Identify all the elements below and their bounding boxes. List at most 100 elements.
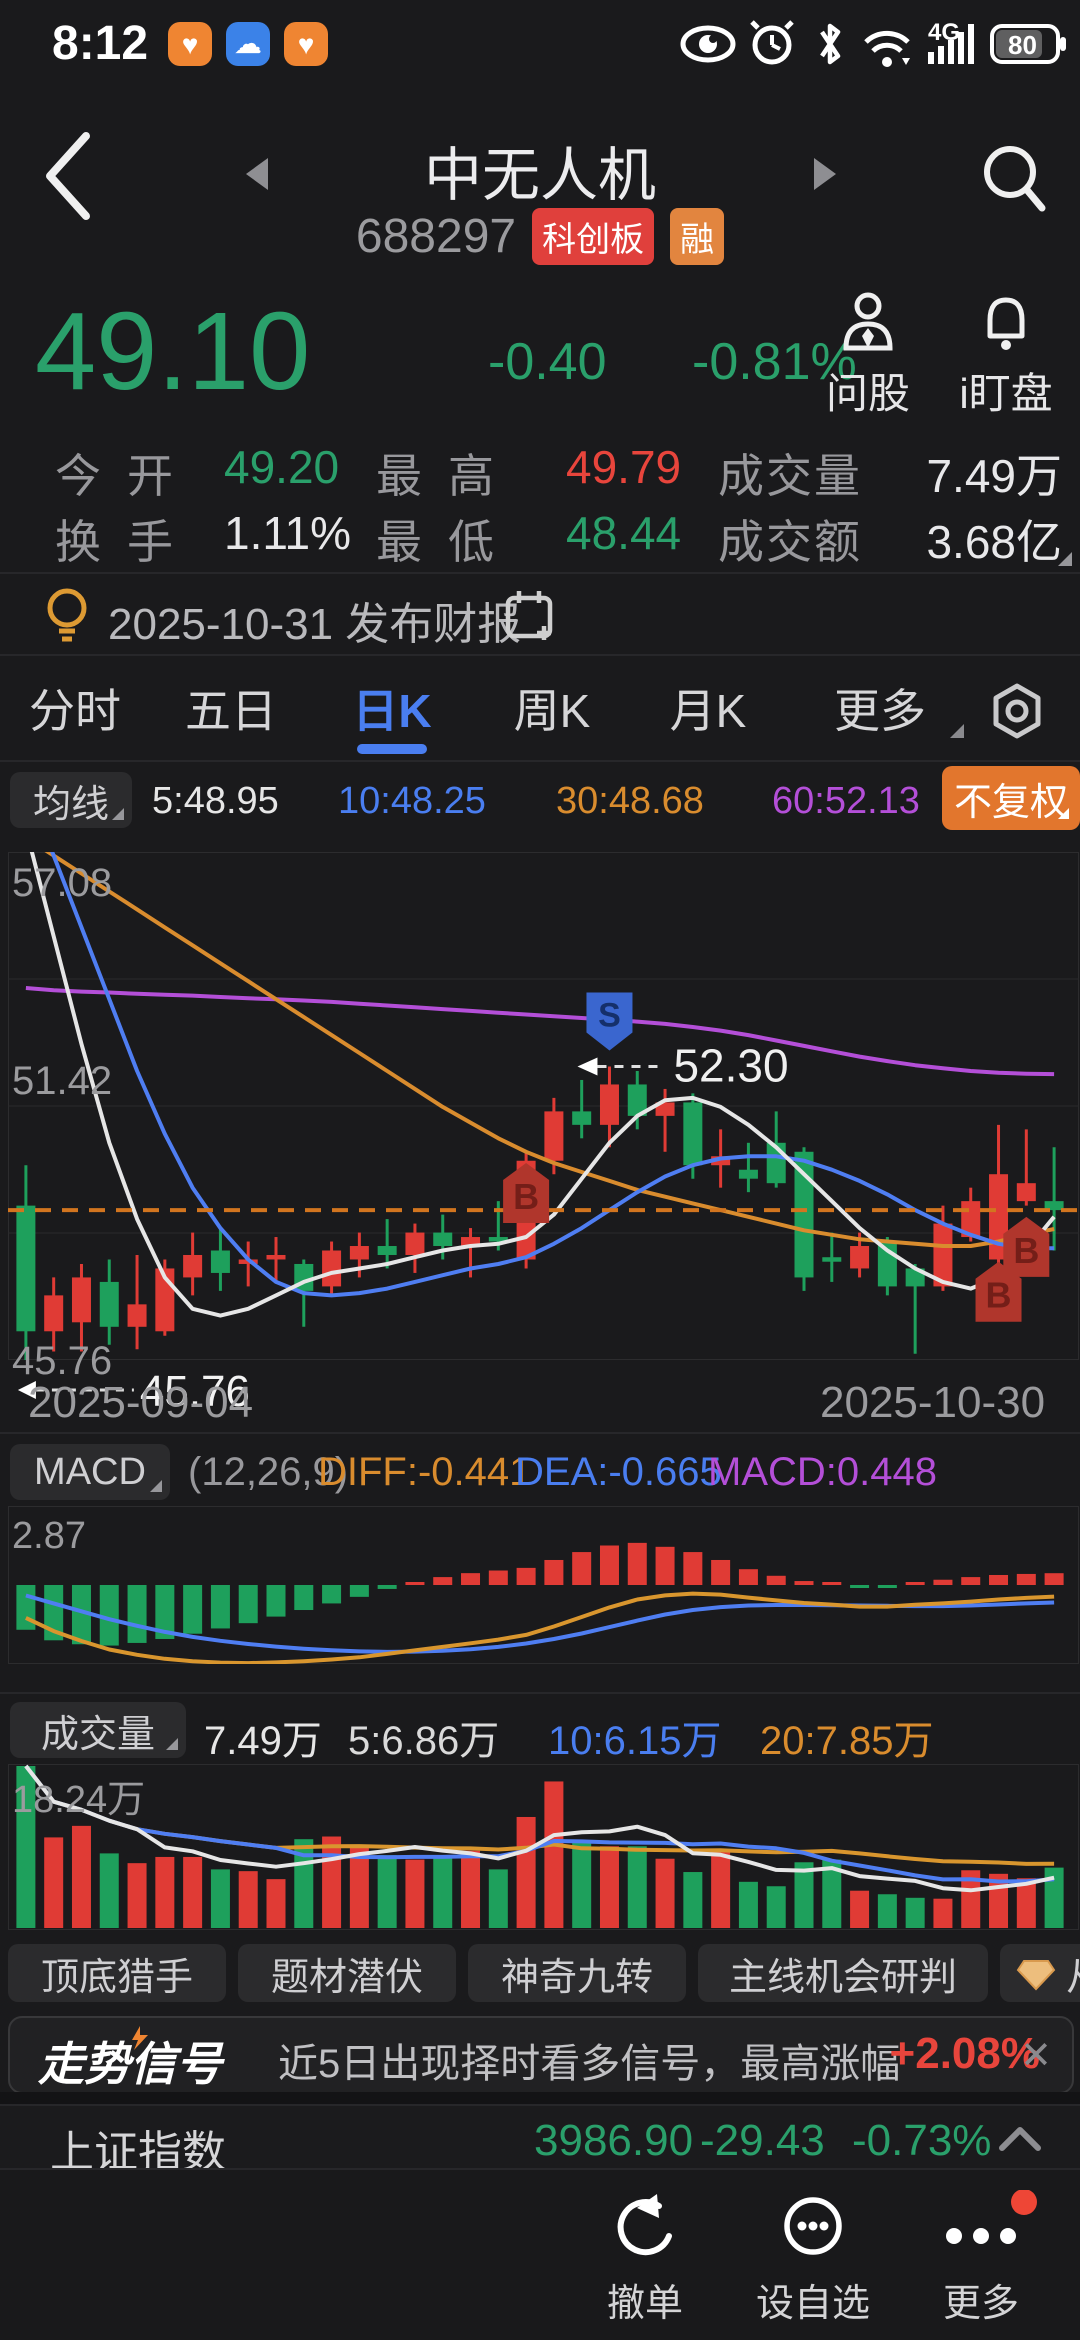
index-bar[interactable]: 上证指数 3986.90 -29.43 -0.73% bbox=[0, 2106, 1080, 2177]
next-stock-arrow-icon[interactable] bbox=[812, 156, 838, 192]
margin-badge: 融 bbox=[670, 207, 725, 265]
svg-text:18.24万: 18.24万 bbox=[12, 1779, 145, 1821]
trend-signal-bar[interactable]: 走势信号 近5日出现择时看多信号，最高涨幅 +2.08% ✕ bbox=[8, 2016, 1074, 2094]
add-watchlist-button[interactable] bbox=[748, 2190, 878, 2330]
stat-value: 49.79 bbox=[566, 441, 682, 493]
battery-icon: 80 bbox=[990, 24, 1066, 64]
index-change-pct: -0.73% bbox=[852, 2116, 992, 2165]
macd-value: MACD:0.448 bbox=[708, 1450, 937, 1494]
cancel-order-label: 撤单 bbox=[606, 2283, 683, 2325]
signal-text: 近5日出现择时看多信号，最高涨幅 bbox=[278, 2042, 901, 2086]
volume-settings-chip[interactable]: 成交量 bbox=[10, 1702, 186, 1758]
strategy-chip-theme-ambush[interactable]: 题材潜伏 bbox=[238, 1944, 456, 2002]
macd-chip-label: MACD bbox=[34, 1450, 146, 1493]
ellipsis-icon bbox=[946, 2189, 1037, 2244]
stat-value: 49.20 bbox=[224, 441, 340, 493]
macd-dea-value: DEA:-0.665 bbox=[515, 1450, 722, 1494]
svg-text:45.76: 45.76 bbox=[140, 1367, 250, 1416]
notice-bar[interactable]: 2025-10-31 发布财报 bbox=[0, 574, 1080, 654]
battery-level: 80 bbox=[1008, 30, 1037, 60]
svg-text:B: B bbox=[986, 1275, 1012, 1316]
volume-chip-label: 成交量 bbox=[40, 1713, 155, 1756]
adjust-mode-button[interactable]: 不复权 bbox=[942, 766, 1080, 830]
ma60-value: 60:52.13 bbox=[772, 780, 920, 822]
chip-label: 题材潜伏 bbox=[270, 1956, 423, 1999]
signal-highlight: +2.08% bbox=[889, 2029, 1040, 2078]
stat-label: 换手 bbox=[55, 516, 199, 568]
kline-settings-icon[interactable] bbox=[986, 680, 1048, 742]
notification-app-icon: ♥ bbox=[168, 22, 212, 66]
calendar-add-icon[interactable] bbox=[502, 586, 558, 642]
strategy-chip-mainline-judge[interactable]: 主线机会研判 bbox=[698, 1944, 988, 2002]
svg-text:S: S bbox=[598, 997, 621, 1035]
volume-chart[interactable]: 18.24万 bbox=[0, 1764, 1080, 1930]
weather-app-icon: ☁ bbox=[226, 22, 270, 66]
price-change-pct: -0.81% bbox=[692, 333, 857, 391]
tab-monthly-k[interactable]: 月K bbox=[669, 685, 747, 737]
notice-text: 2025-10-31 发布财报 bbox=[108, 600, 522, 649]
more-actions-button[interactable] bbox=[916, 2189, 1046, 2330]
chip-dropdown-icon bbox=[112, 808, 124, 820]
stat-value: 7.49万 bbox=[926, 450, 1062, 502]
status-icons: 4G 80 bbox=[680, 19, 1066, 67]
notification-badge bbox=[1011, 2189, 1037, 2215]
svg-text:B: B bbox=[513, 1176, 539, 1217]
strategy-chip-top-bottom-hunter[interactable]: 顶底猎手 bbox=[8, 1944, 226, 2002]
ask-stock-button[interactable]: 问股 bbox=[800, 292, 936, 422]
macd-diff-value: DIFF:-0.441 bbox=[318, 1450, 532, 1494]
ask-stock-icon bbox=[843, 292, 893, 351]
expand-stats-icon[interactable] bbox=[1058, 552, 1072, 566]
volume-ma20: 20:7.85万 bbox=[760, 1719, 934, 1763]
stock-code-row: 688297 科创板 融 bbox=[0, 207, 1080, 265]
tab-5day[interactable]: 五日 bbox=[185, 685, 277, 737]
adjust-dropdown-icon bbox=[1058, 808, 1069, 819]
search-icon[interactable] bbox=[978, 140, 1052, 220]
ma30-value: 30:48.68 bbox=[556, 780, 704, 822]
signal-brand: 走势信号 bbox=[38, 2038, 222, 2090]
signal-icon: 4G bbox=[928, 19, 974, 64]
price-change: -0.40 bbox=[488, 333, 607, 391]
ma5-value: 5:48.95 bbox=[152, 780, 279, 822]
volume-current: 7.49万 bbox=[204, 1719, 322, 1763]
ma10-value: 10:48.25 bbox=[338, 780, 486, 822]
strategy-chip-event[interactable]: 从事件 bbox=[1000, 1944, 1080, 2002]
tab-weekly-k[interactable]: 周K bbox=[513, 685, 591, 737]
chart-end-date: 2025-10-30 bbox=[820, 1378, 1046, 1427]
cancel-order-button[interactable] bbox=[590, 2190, 700, 2330]
svg-text:51.42: 51.42 bbox=[12, 1059, 112, 1103]
monitor-label: i盯盘 bbox=[959, 370, 1053, 417]
chip-dropdown-icon bbox=[166, 1738, 178, 1750]
bell-icon bbox=[987, 297, 1025, 350]
strategy-chip-magic-nine[interactable]: 神奇九转 bbox=[468, 1944, 686, 2002]
stat-label: 成交额 bbox=[718, 516, 862, 568]
stat-label: 最低 bbox=[376, 516, 520, 568]
chip-dropdown-icon bbox=[150, 1480, 162, 1492]
index-value: 3986.90 bbox=[534, 2116, 694, 2165]
bluetooth-icon bbox=[820, 23, 841, 65]
macd-chart[interactable]: 2.87 bbox=[0, 1506, 1080, 1666]
stat-label: 最高 bbox=[376, 450, 520, 502]
back-button[interactable] bbox=[34, 126, 104, 226]
prev-stock-arrow-icon[interactable] bbox=[244, 156, 270, 192]
ma-settings-chip[interactable]: 均线 bbox=[10, 772, 132, 828]
chip-label: 神奇九转 bbox=[500, 1956, 653, 1999]
index-change: -29.43 bbox=[700, 2116, 825, 2165]
monitor-button[interactable]: i盯盘 bbox=[938, 292, 1074, 422]
tab-daily-k[interactable]: 日K bbox=[352, 685, 432, 737]
volume-ma10: 10:6.15万 bbox=[548, 1719, 722, 1763]
collapse-chevron-icon[interactable] bbox=[996, 2122, 1044, 2154]
adjust-mode-label: 不复权 bbox=[953, 781, 1068, 824]
macd-settings-chip[interactable]: MACD bbox=[10, 1444, 170, 1500]
add-watchlist-label: 设自选 bbox=[755, 2283, 870, 2325]
close-icon[interactable]: ✕ bbox=[1020, 2035, 1052, 2077]
tab-minute[interactable]: 分时 bbox=[29, 685, 121, 737]
svg-text:45.76: 45.76 bbox=[12, 1339, 112, 1383]
wifi-icon bbox=[864, 30, 910, 67]
tab-more[interactable]: 更多 bbox=[834, 685, 926, 737]
svg-text:B: B bbox=[1013, 1230, 1039, 1271]
undo-icon bbox=[617, 2194, 672, 2256]
stat-value: 3.68亿 bbox=[926, 516, 1062, 568]
more-dropdown-icon bbox=[950, 724, 964, 738]
